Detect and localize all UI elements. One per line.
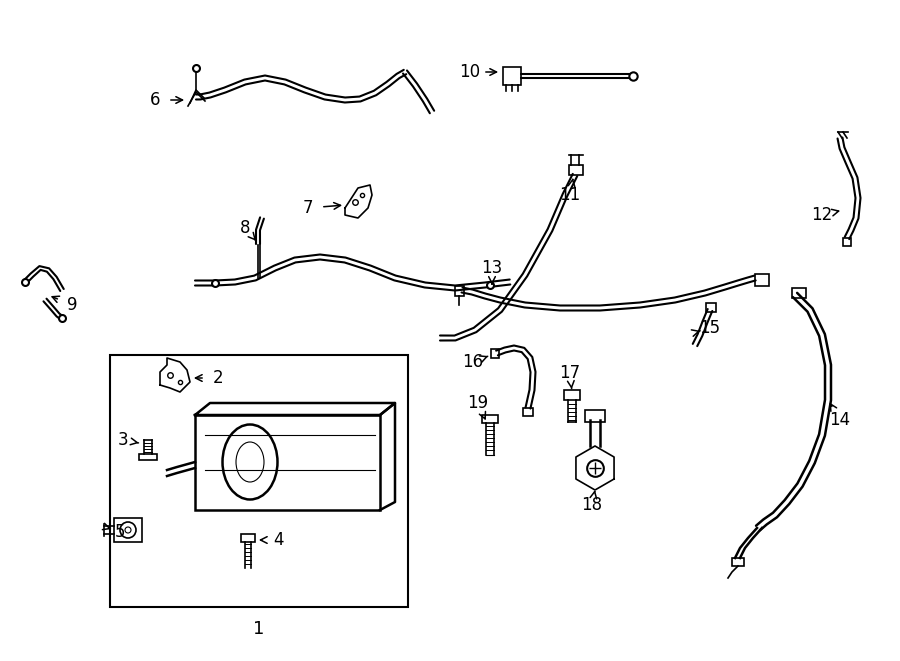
- Bar: [585, 410, 605, 422]
- Bar: [569, 165, 583, 175]
- Text: 15: 15: [699, 319, 721, 337]
- Bar: [792, 288, 806, 298]
- Text: 17: 17: [560, 364, 580, 382]
- Bar: [503, 67, 521, 85]
- Bar: [706, 303, 716, 312]
- Bar: [755, 274, 769, 286]
- Text: 12: 12: [812, 206, 833, 224]
- Bar: [491, 349, 499, 358]
- Text: 11: 11: [560, 186, 580, 204]
- Bar: [564, 390, 580, 400]
- Text: 8: 8: [239, 219, 250, 237]
- Bar: [110, 355, 408, 607]
- Text: 14: 14: [830, 411, 850, 429]
- Text: 10: 10: [459, 63, 481, 81]
- Bar: [732, 558, 744, 566]
- Text: 3: 3: [118, 431, 129, 449]
- Bar: [455, 286, 464, 296]
- Bar: [139, 454, 157, 460]
- Text: 4: 4: [273, 531, 284, 549]
- Text: 18: 18: [581, 496, 603, 514]
- Bar: [195, 415, 380, 510]
- Bar: [482, 415, 498, 423]
- Text: 7: 7: [302, 199, 313, 217]
- Bar: [843, 238, 851, 246]
- Text: 19: 19: [467, 394, 489, 412]
- Bar: [241, 534, 255, 542]
- Text: 5: 5: [115, 523, 125, 541]
- Text: 9: 9: [67, 296, 77, 314]
- Bar: [114, 518, 142, 542]
- Text: 16: 16: [463, 353, 483, 371]
- Text: 1: 1: [253, 620, 265, 638]
- Text: 6: 6: [149, 91, 160, 109]
- Bar: [523, 408, 533, 416]
- Text: 13: 13: [482, 259, 502, 277]
- Text: 2: 2: [212, 369, 223, 387]
